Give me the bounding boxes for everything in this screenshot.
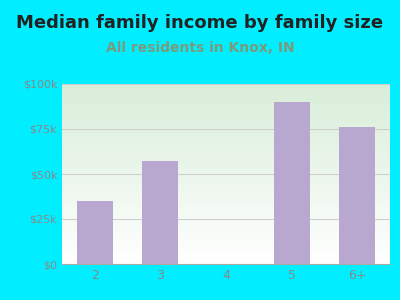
Bar [77,201,113,264]
Text: All residents in Knox, IN: All residents in Knox, IN [106,40,294,55]
Bar [274,102,310,264]
Bar [339,127,375,264]
Text: Median family income by family size: Median family income by family size [16,14,384,32]
Bar [142,161,178,264]
